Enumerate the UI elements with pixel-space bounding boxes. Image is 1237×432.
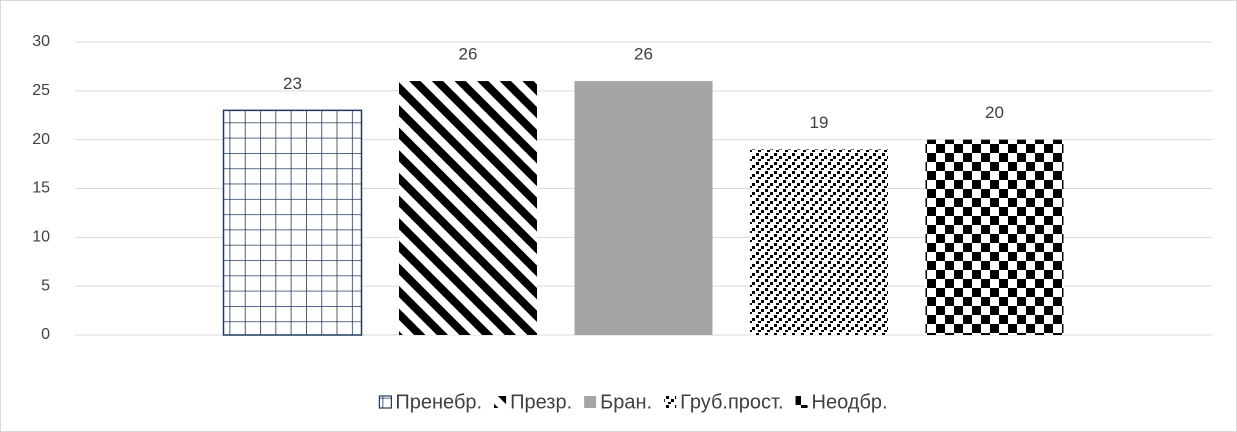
data-label: 26 xyxy=(634,45,653,64)
bar xyxy=(574,81,713,335)
legend-label: Бран. xyxy=(600,391,652,413)
y-tick-label: 10 xyxy=(32,229,50,246)
y-tick-label: 5 xyxy=(41,277,50,294)
legend-label: Презр. xyxy=(510,391,572,413)
bar xyxy=(399,81,537,335)
legend-swatch xyxy=(494,396,507,408)
bar xyxy=(750,149,888,335)
legend-label: Неодбр. xyxy=(812,391,888,413)
legend-swatch xyxy=(584,396,597,408)
data-label: 19 xyxy=(810,113,829,132)
y-tick-label: 15 xyxy=(32,180,50,197)
legend-label: Пренебр. xyxy=(395,391,482,413)
data-label: 20 xyxy=(985,103,1004,122)
legend-swatch xyxy=(664,396,677,408)
data-label: 26 xyxy=(459,45,478,64)
bar xyxy=(222,109,363,336)
y-tick-label: 30 xyxy=(32,33,50,50)
legend-swatch xyxy=(795,396,808,408)
y-tick-label: 25 xyxy=(32,82,50,99)
y-tick-label: 0 xyxy=(41,326,50,343)
data-label: 23 xyxy=(283,74,302,93)
bar xyxy=(925,139,1064,335)
y-tick-label: 20 xyxy=(32,131,50,148)
legend-swatch xyxy=(378,395,392,409)
legend-label: Груб.прост. xyxy=(680,391,783,413)
